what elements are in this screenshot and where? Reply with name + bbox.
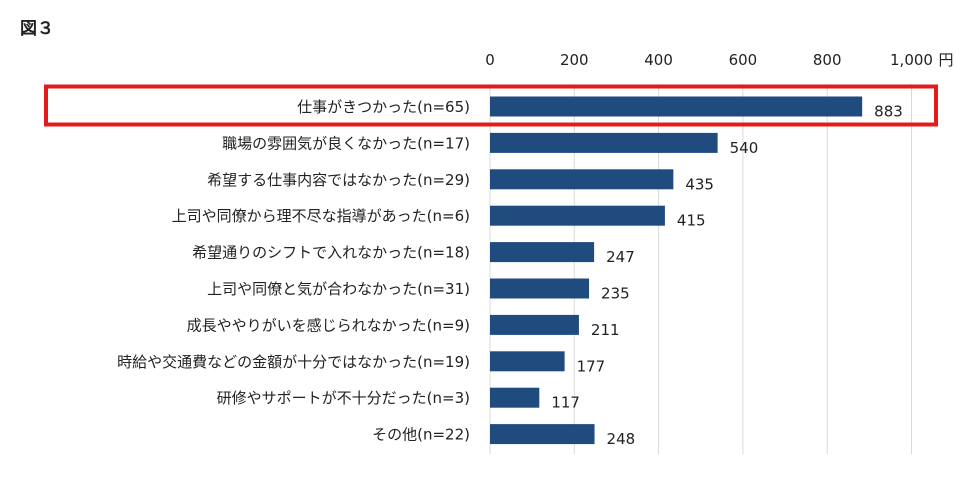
category-label: その他(n=22) bbox=[372, 426, 470, 444]
figure-label: 図３ bbox=[20, 19, 54, 39]
x-tick-label: 600 bbox=[729, 51, 758, 69]
category-label: 上司や同僚から理不尽な指導があった(n=6) bbox=[172, 207, 470, 225]
bar bbox=[490, 314, 579, 335]
category-label: 成長ややりがいを感じられなかった(n=9) bbox=[187, 316, 470, 334]
bar bbox=[490, 351, 565, 372]
category-labels: 仕事がきつかった(n=65) 職場の雰囲気が良くなかった(n=17) 希望する仕事内… bbox=[117, 98, 470, 444]
data-label: 235 bbox=[601, 285, 630, 303]
data-labels: 883 540 435 415 247 235 211 177 117 248 bbox=[551, 103, 903, 449]
category-label: 研修やサポートが不十分だった(n=3) bbox=[217, 389, 470, 407]
data-label: 248 bbox=[607, 430, 636, 448]
bars bbox=[490, 96, 863, 445]
data-label: 435 bbox=[685, 175, 714, 193]
bar bbox=[490, 242, 595, 263]
x-tick-label: 1,000 bbox=[890, 51, 933, 69]
category-label: 時給や交通費などの金額が十分ではなかった(n=19) bbox=[117, 353, 470, 371]
category-label: 希望通りのシフトで入れなかった(n=18) bbox=[192, 244, 470, 262]
x-tick-label: 0 bbox=[485, 51, 495, 69]
data-label: 540 bbox=[730, 139, 759, 157]
bar bbox=[490, 205, 665, 226]
x-axis-ticks: 0 200 400 600 800 1,000 bbox=[485, 51, 933, 69]
category-label: 希望する仕事内容ではなかった(n=29) bbox=[207, 171, 470, 189]
category-label: 仕事がきつかった(n=65) bbox=[297, 98, 470, 116]
bar bbox=[490, 132, 718, 153]
x-tick-label: 400 bbox=[644, 51, 673, 69]
data-label: 247 bbox=[606, 248, 635, 266]
category-label: 上司や同僚と気が合わなかった(n=31) bbox=[207, 280, 470, 298]
bar bbox=[490, 387, 540, 408]
x-tick-label: 200 bbox=[560, 51, 589, 69]
data-label: 211 bbox=[591, 321, 620, 339]
data-label: 177 bbox=[577, 357, 606, 375]
data-label: 117 bbox=[551, 394, 580, 412]
x-tick-label: 800 bbox=[813, 51, 842, 69]
data-label: 883 bbox=[874, 103, 903, 121]
bar bbox=[490, 96, 863, 117]
bar bbox=[490, 424, 595, 445]
bar bbox=[490, 278, 590, 299]
highlight-box bbox=[44, 84, 938, 127]
bar bbox=[490, 169, 674, 190]
x-axis-unit: 円 bbox=[939, 51, 954, 69]
data-label: 415 bbox=[677, 212, 706, 230]
category-label: 職場の雰囲気が良くなかった(n=17) bbox=[222, 134, 470, 152]
